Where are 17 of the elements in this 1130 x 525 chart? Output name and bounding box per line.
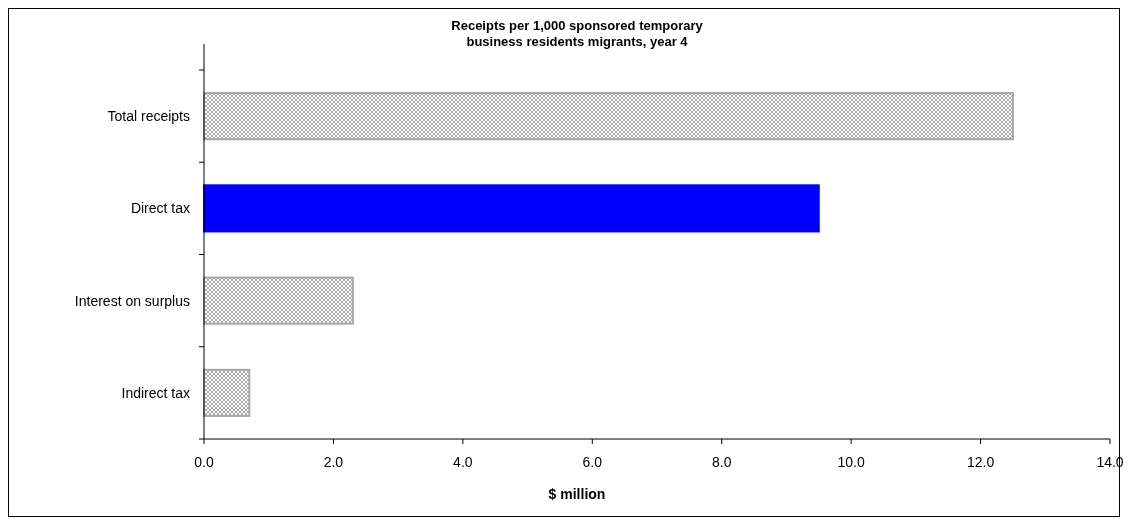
y-tick-label: Total receipts [107, 108, 190, 125]
y-tick-label: Indirect tax [121, 384, 190, 401]
bar [203, 92, 1014, 141]
x-tick-label: 10.0 [837, 454, 865, 470]
chart-title: Receipts per 1,000 sponsored temporary business residents migrants, year 4 [451, 18, 704, 49]
x-axis-title: $ million [548, 486, 606, 502]
bar [203, 368, 251, 417]
x-tick-label: 8.0 [711, 454, 732, 470]
x-tick-label: 0.0 [194, 454, 214, 470]
x-tick-label: 12.0 [966, 454, 995, 470]
y-tick-label: Interest on surplus [74, 292, 190, 309]
x-tick-label: 4.0 [453, 454, 473, 470]
y-tick-label: Direct tax [130, 200, 190, 217]
x-tick-label: 6.0 [582, 454, 603, 470]
bar [203, 276, 354, 325]
x-tick-label: 2.0 [323, 454, 344, 470]
bar [203, 184, 820, 233]
